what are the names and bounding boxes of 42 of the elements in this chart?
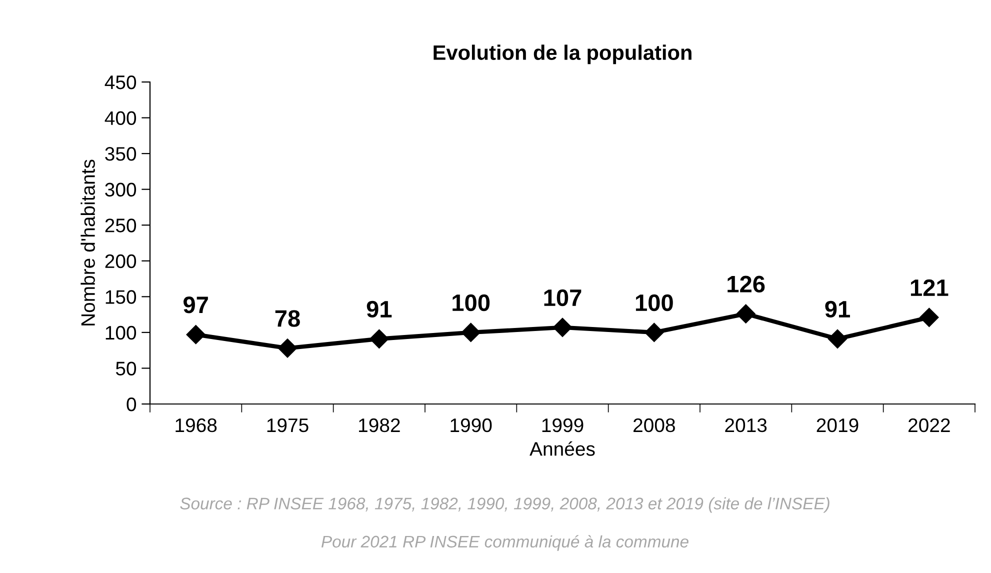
y-tick-label: 300 xyxy=(105,182,136,197)
text: Pour 2021 RP INSEE communiqué à la commune xyxy=(321,535,688,551)
y-tick-label: 350 xyxy=(105,147,136,161)
data-label: 78 xyxy=(275,310,300,327)
x-tick-label: 2008 xyxy=(634,418,675,432)
point xyxy=(370,329,389,348)
y-tick-label: 150 xyxy=(106,290,136,304)
x-tick-label: 1975 xyxy=(267,418,308,432)
y-tick-label: 0 xyxy=(126,397,136,412)
y-tick-label: 200 xyxy=(105,254,136,268)
y-tick-label: 400 xyxy=(104,111,136,126)
y-tick-label: 100 xyxy=(106,326,136,340)
point xyxy=(186,325,206,344)
data-label: 121 xyxy=(910,279,948,296)
chart-title: Evolution de la population xyxy=(434,44,692,64)
x-tick-label: 2022 xyxy=(908,418,950,432)
point xyxy=(461,322,480,342)
data-label: 91 xyxy=(366,300,392,318)
data-label: 107 xyxy=(544,289,582,306)
data-label: 100 xyxy=(452,294,490,312)
data-label: 100 xyxy=(636,294,673,312)
y-tick-label: 250 xyxy=(105,218,136,232)
point xyxy=(920,308,939,327)
point xyxy=(278,338,298,358)
x-tick-label: 1999 xyxy=(542,418,584,432)
point xyxy=(644,322,664,342)
data-label: 126 xyxy=(728,276,765,293)
y-axis-title: Nombre d'habitants xyxy=(80,160,95,326)
y-tick-label: 50 xyxy=(116,362,136,376)
x-axis-title: Années xyxy=(530,441,595,456)
point xyxy=(736,304,756,324)
x-tick-label: 2013 xyxy=(725,418,767,432)
x-tick-label: 1982 xyxy=(359,418,400,432)
x-tick-label: 1968 xyxy=(176,418,217,432)
point xyxy=(552,318,572,337)
x-tick-label: 1990 xyxy=(450,418,492,432)
y-tick-label: 450 xyxy=(104,75,136,90)
data-label: 97 xyxy=(184,296,208,314)
data-label: 91 xyxy=(825,300,850,318)
source-note: Source : RP INSEE 1968, 1975, 1982, 1990, 1999, 2008, 2013 et 2019 (site de l’INSEE) xyxy=(180,497,830,513)
x-tick-label: 2019 xyxy=(816,418,858,432)
point xyxy=(828,329,848,348)
